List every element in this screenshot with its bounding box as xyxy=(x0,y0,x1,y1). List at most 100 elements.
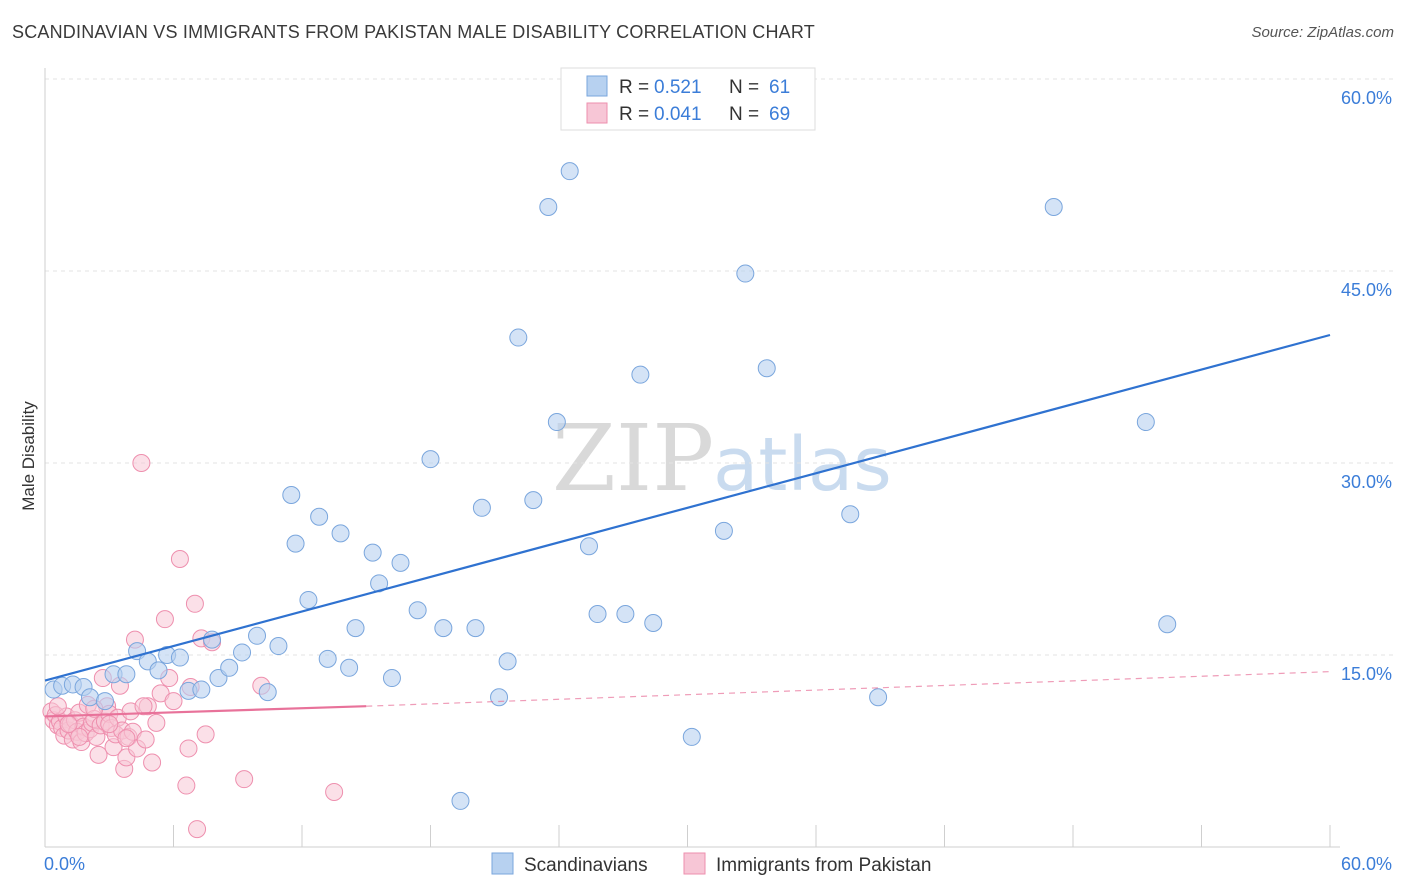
legend-pink-n-value: 69 xyxy=(769,104,790,125)
watermark-atlas: atlas xyxy=(713,422,892,508)
scandinavian-point-53 xyxy=(714,521,733,540)
legend-bottom-pink-swatch xyxy=(683,852,706,875)
scandinavian-point-46 xyxy=(560,162,579,181)
scandinavian-point-24 xyxy=(299,590,318,609)
y-tick-label-60: 60.0% xyxy=(1341,88,1392,108)
pakistan-point-57 xyxy=(196,725,215,744)
scandinavian-point-50 xyxy=(631,365,650,384)
y-axis-title: Male Disability xyxy=(19,401,38,511)
scandinavian-point-7 xyxy=(117,665,136,684)
legend-pink-swatch xyxy=(586,102,608,124)
pakistan-point-45 xyxy=(147,713,166,732)
scandinavian-point-38 xyxy=(466,619,485,638)
scandinavian-point-27 xyxy=(331,524,350,543)
scandinavian-point-4 xyxy=(80,688,99,707)
pakistan-point-47 xyxy=(155,610,174,629)
y-tick-label-30: 30.0% xyxy=(1341,472,1392,492)
legend-bottom-scandinavians: Scandinavians xyxy=(524,855,648,876)
pakistan-point-68 xyxy=(134,697,153,716)
scandinavian-point-52 xyxy=(682,727,701,746)
legend-blue-r-label: R = xyxy=(619,77,649,98)
legend-top: R = 0.521 N = 61 R = 0.041 N = 69 xyxy=(560,67,816,131)
legend-pink-r-label: R = xyxy=(619,104,649,125)
scandinavian-point-21 xyxy=(269,637,288,656)
scandinavian-point-32 xyxy=(382,669,401,688)
scandinavian-point-47 xyxy=(579,537,598,556)
scandinavian-point-45 xyxy=(547,413,566,432)
scandinavian-point-49 xyxy=(616,605,635,624)
pakistan-point-59 xyxy=(235,770,254,789)
series-scandinavians-points xyxy=(44,162,1177,810)
legend-bottom-pakistan: Immigrants from Pakistan xyxy=(716,855,931,876)
pakistan-point-55 xyxy=(188,820,207,839)
scandinavian-point-14 xyxy=(192,680,211,699)
pakistan-trend-line-dashed xyxy=(366,671,1331,707)
scandinavian-point-55 xyxy=(757,359,776,378)
scandinavian-point-41 xyxy=(498,652,517,671)
scandinavian-point-56 xyxy=(841,505,860,524)
pakistan-point-62 xyxy=(48,697,67,716)
pakistan-point-54 xyxy=(185,594,204,613)
legend-blue-swatch xyxy=(586,75,608,97)
scandinavian-point-59 xyxy=(1136,413,1155,432)
pakistan-point-67 xyxy=(117,729,136,748)
scandinavian-point-40 xyxy=(490,688,509,707)
y-tick-label-15: 15.0% xyxy=(1341,664,1392,684)
scandinavian-point-20 xyxy=(258,683,277,702)
scandinavian-point-29 xyxy=(346,619,365,638)
chart-title: SCANDINAVIAN VS IMMIGRANTS FROM PAKISTAN… xyxy=(12,22,815,42)
legend-blue-n-value: 61 xyxy=(769,77,790,98)
legend-bottom: Scandinavians Immigrants from Pakistan xyxy=(491,852,931,876)
pakistan-point-49 xyxy=(164,692,183,711)
pakistan-trend-line-solid xyxy=(44,705,367,718)
legend-bottom-blue-swatch xyxy=(491,852,514,875)
scandinavian-point-54 xyxy=(736,264,755,283)
scandinavian-point-12 xyxy=(170,648,189,667)
pakistan-point-52 xyxy=(179,739,198,758)
pakistan-point-66 xyxy=(100,715,119,734)
pakistan-point-42 xyxy=(136,730,155,749)
legend-blue-r-value: 0.521 xyxy=(654,77,702,98)
x-tick-label-min: 0.0% xyxy=(44,854,85,874)
scandinavian-point-33 xyxy=(391,553,410,572)
scandinavians-trend-line xyxy=(44,333,1331,682)
scandinavian-point-30 xyxy=(363,543,382,562)
scandinavian-point-28 xyxy=(340,658,359,677)
scandinavian-point-19 xyxy=(248,626,267,645)
pakistan-point-50 xyxy=(170,550,189,568)
watermark-zip: ZIP xyxy=(552,405,714,512)
scandinavian-point-5 xyxy=(95,692,114,711)
pakistan-point-64 xyxy=(70,727,89,746)
scandinavian-point-25 xyxy=(310,507,329,526)
y-tick-label-45: 45.0% xyxy=(1341,280,1392,300)
series-pakistan-points xyxy=(42,454,344,839)
pakistan-point-22 xyxy=(89,745,108,764)
scandinavian-point-39 xyxy=(472,498,491,517)
scandinavian-point-60 xyxy=(1158,615,1177,634)
scandinavian-point-34 xyxy=(408,601,427,620)
legend-blue-n-label: N = xyxy=(729,77,759,98)
scandinavian-point-35 xyxy=(421,450,440,469)
scandinavian-point-44 xyxy=(539,198,558,216)
scandinavian-point-22 xyxy=(282,486,301,504)
grid-lines xyxy=(45,78,1395,656)
legend-pink-n-label: N = xyxy=(729,104,759,125)
scandinavian-point-43 xyxy=(524,491,543,510)
legend-pink-r-value: 0.041 xyxy=(654,104,702,125)
scandinavian-point-51 xyxy=(644,614,663,632)
pakistan-point-61 xyxy=(325,782,344,801)
pakistan-point-41 xyxy=(132,454,151,472)
scandinavian-point-23 xyxy=(286,534,305,553)
x-tick-label-max: 60.0% xyxy=(1341,854,1392,874)
trend-lines xyxy=(44,333,1331,718)
scandinavian-point-17 xyxy=(220,658,239,677)
scandinavian-point-37 xyxy=(451,791,470,810)
scandinavian-point-10 xyxy=(149,661,168,680)
scandinavian-point-36 xyxy=(434,619,453,638)
scandinavian-point-48 xyxy=(588,605,607,624)
scandinavian-point-42 xyxy=(509,328,528,347)
scandinavian-point-57 xyxy=(869,688,888,707)
scandinavian-point-18 xyxy=(233,643,252,662)
pakistan-point-51 xyxy=(177,776,196,795)
